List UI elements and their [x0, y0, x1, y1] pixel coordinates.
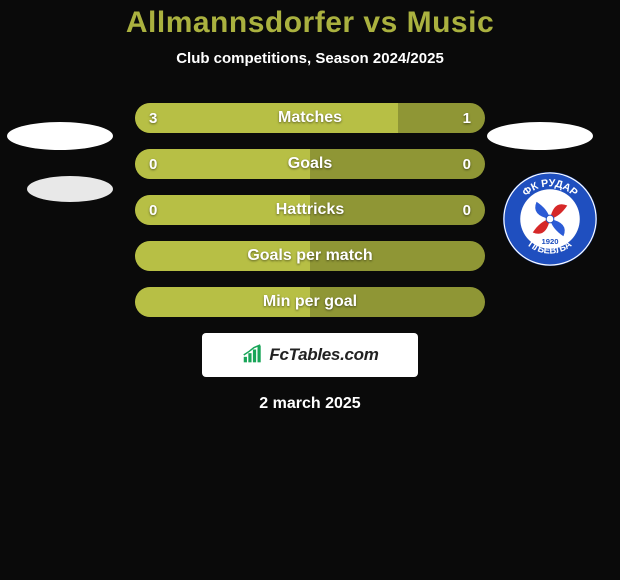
stat-bar-row: Goals0 0	[135, 149, 485, 179]
bar-chart-icon	[241, 344, 263, 366]
stat-bars: Matches31Goals00Hattricks00Goals per mat…	[135, 103, 485, 317]
fctables-attribution: FcTables.com	[202, 333, 418, 377]
stat-bar-row: Min per goal	[135, 287, 485, 317]
page-title: Allmannsdorfer vs Music	[0, 0, 620, 40]
stat-bar-value-right: 1	[463, 103, 471, 133]
stat-bar-label: Hattricks	[135, 195, 485, 225]
stat-bar-row: Hattricks0 0	[135, 195, 485, 225]
stat-bar-label: Goals	[135, 149, 485, 179]
stat-bar-value-left: 0	[149, 149, 157, 179]
ellipse-top-left	[7, 122, 113, 150]
stat-bar-label: Min per goal	[135, 287, 485, 317]
svg-text:1920: 1920	[541, 237, 558, 246]
club-badge-rudar: ФК РУДАР ПЉЕВЉА 1920	[502, 171, 598, 267]
stat-bar-value-right: 0	[463, 195, 471, 225]
ellipse-top-right	[487, 122, 593, 150]
stat-bar-label: Goals per match	[135, 241, 485, 271]
fctables-text: FcTables.com	[269, 345, 378, 365]
ellipse-mid-left	[27, 176, 113, 202]
stat-bar-label: Matches	[135, 103, 485, 133]
stat-bar-value-right: 0	[463, 149, 471, 179]
stat-bar-value-left: 0	[149, 195, 157, 225]
content-area: ФК РУДАР ПЉЕВЉА 1920 Matches31Goals00Hat…	[0, 103, 620, 413]
club-badge-icon: ФК РУДАР ПЉЕВЉА 1920	[502, 171, 598, 267]
stat-bar-row: Goals per match	[135, 241, 485, 271]
stat-bar-value-left: 3	[149, 103, 157, 133]
date-text: 2 march 2025	[0, 395, 620, 413]
subtitle: Club competitions, Season 2024/2025	[0, 50, 620, 67]
stat-bar-row: Matches3 1	[135, 103, 485, 133]
